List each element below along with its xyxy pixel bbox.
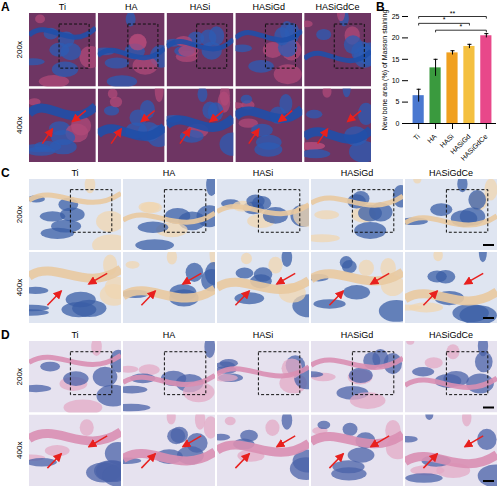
svg-text:20: 20 (392, 34, 400, 41)
svg-text:HASi: HASi (253, 330, 274, 340)
svg-text:*: * (460, 23, 463, 30)
svg-text:HASiGdCe: HASiGdCe (429, 168, 473, 178)
svg-text:400x: 400x (15, 442, 24, 459)
svg-text:400x: 400x (15, 117, 24, 134)
svg-text:D: D (1, 328, 10, 342)
svg-text:HASiGdCe: HASiGdCe (459, 133, 488, 162)
svg-text:B: B (376, 0, 385, 14)
svg-text:HASiGd: HASiGd (341, 168, 374, 178)
svg-text:5: 5 (396, 98, 400, 105)
svg-text:HASi: HASi (253, 168, 274, 178)
svg-text:C: C (1, 166, 10, 180)
svg-text:A: A (1, 0, 10, 14)
svg-text:0: 0 (396, 120, 400, 127)
svg-text:New bone area (%) of Masson st: New bone area (%) of Masson staining (381, 10, 389, 131)
svg-text:*: * (443, 16, 446, 23)
svg-text:HA: HA (426, 132, 438, 144)
svg-text:400x: 400x (15, 279, 24, 296)
svg-text:HASi: HASi (438, 132, 455, 149)
svg-text:Ti: Ti (59, 2, 66, 12)
svg-text:200x: 200x (15, 41, 24, 58)
svg-text:25: 25 (392, 13, 400, 20)
svg-text:HASiGd: HASiGd (253, 2, 286, 12)
svg-text:HASiGd: HASiGd (341, 330, 374, 340)
svg-text:200x: 200x (15, 206, 24, 223)
svg-text:HASiGdCe: HASiGdCe (316, 2, 360, 12)
svg-text:HA: HA (163, 168, 176, 178)
svg-text:200x: 200x (15, 368, 24, 385)
svg-text:HA: HA (125, 2, 138, 12)
svg-text:Ti: Ti (412, 132, 421, 141)
svg-text:HASi: HASi (190, 2, 211, 12)
svg-text:Ti: Ti (71, 168, 78, 178)
svg-text:HA: HA (163, 330, 176, 340)
svg-text:10: 10 (392, 77, 400, 84)
svg-text:**: ** (450, 10, 456, 17)
svg-text:HASiGdCe: HASiGdCe (429, 330, 473, 340)
svg-text:15: 15 (392, 56, 400, 63)
svg-text:Ti: Ti (71, 330, 78, 340)
